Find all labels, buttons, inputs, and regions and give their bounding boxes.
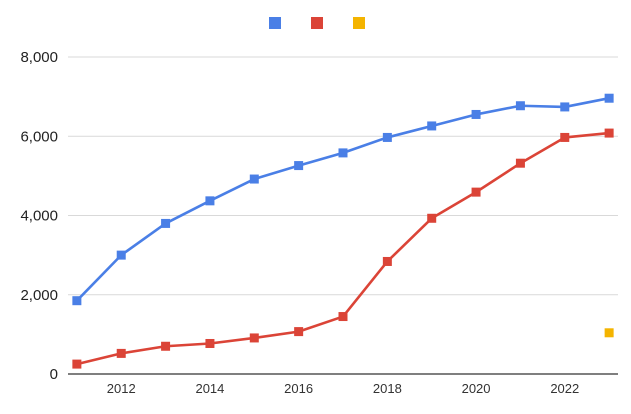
data-point: [249, 333, 259, 343]
data-point: [294, 161, 304, 171]
y-tick-label: 0: [50, 366, 58, 383]
x-tick-label: 2020: [462, 381, 491, 396]
legend-swatch-2: [311, 17, 323, 29]
data-point: [382, 132, 392, 142]
series-2: [72, 128, 614, 369]
data-point: [249, 174, 259, 184]
data-point: [161, 218, 171, 228]
legend-swatch-3: [353, 17, 365, 29]
data-point: [72, 359, 82, 369]
series-2-line: [76, 131, 610, 366]
x-tick-label: 2018: [373, 381, 402, 396]
data-point: [560, 132, 570, 142]
data-point: [604, 128, 614, 138]
series-1-line: [75, 96, 610, 302]
y-tick-label: 2,000: [20, 287, 58, 304]
x-tick-label: 2022: [550, 381, 579, 396]
y-axis-ticks: 0 2,000 4,000 6,000 8,000: [20, 49, 58, 383]
y-tick-label: 4,000: [20, 208, 58, 225]
data-point: [560, 102, 570, 112]
series-3: [604, 328, 614, 338]
data-point: [427, 121, 437, 131]
gridlines: [68, 56, 618, 296]
y-tick-label: 6,000: [20, 128, 58, 145]
legend-swatch-1: [269, 17, 281, 29]
data-point: [338, 312, 348, 322]
data-point: [604, 93, 614, 103]
series-1: [72, 93, 614, 306]
data-point: [205, 196, 215, 206]
data-point: [116, 250, 126, 260]
data-point: [294, 327, 304, 337]
series-group: [72, 93, 614, 369]
x-tick-label: 2016: [284, 381, 313, 396]
data-point: [338, 148, 348, 158]
data-point: [471, 187, 481, 197]
data-point: [427, 213, 437, 223]
data-point: [515, 158, 525, 168]
x-tick-label: 2012: [107, 381, 136, 396]
y-tick-label: 8,000: [20, 49, 58, 66]
data-point: [205, 338, 215, 348]
x-tick-label: 2014: [195, 381, 224, 396]
data-point: [515, 101, 525, 111]
data-point: [604, 328, 614, 338]
x-axis-ticks: 2012 2014 2016 2018 2020 2022: [107, 381, 579, 396]
data-point: [72, 296, 82, 306]
data-point: [116, 348, 126, 358]
data-point: [471, 109, 481, 119]
data-point: [161, 341, 171, 351]
legend: [269, 17, 365, 29]
data-point: [382, 256, 392, 266]
